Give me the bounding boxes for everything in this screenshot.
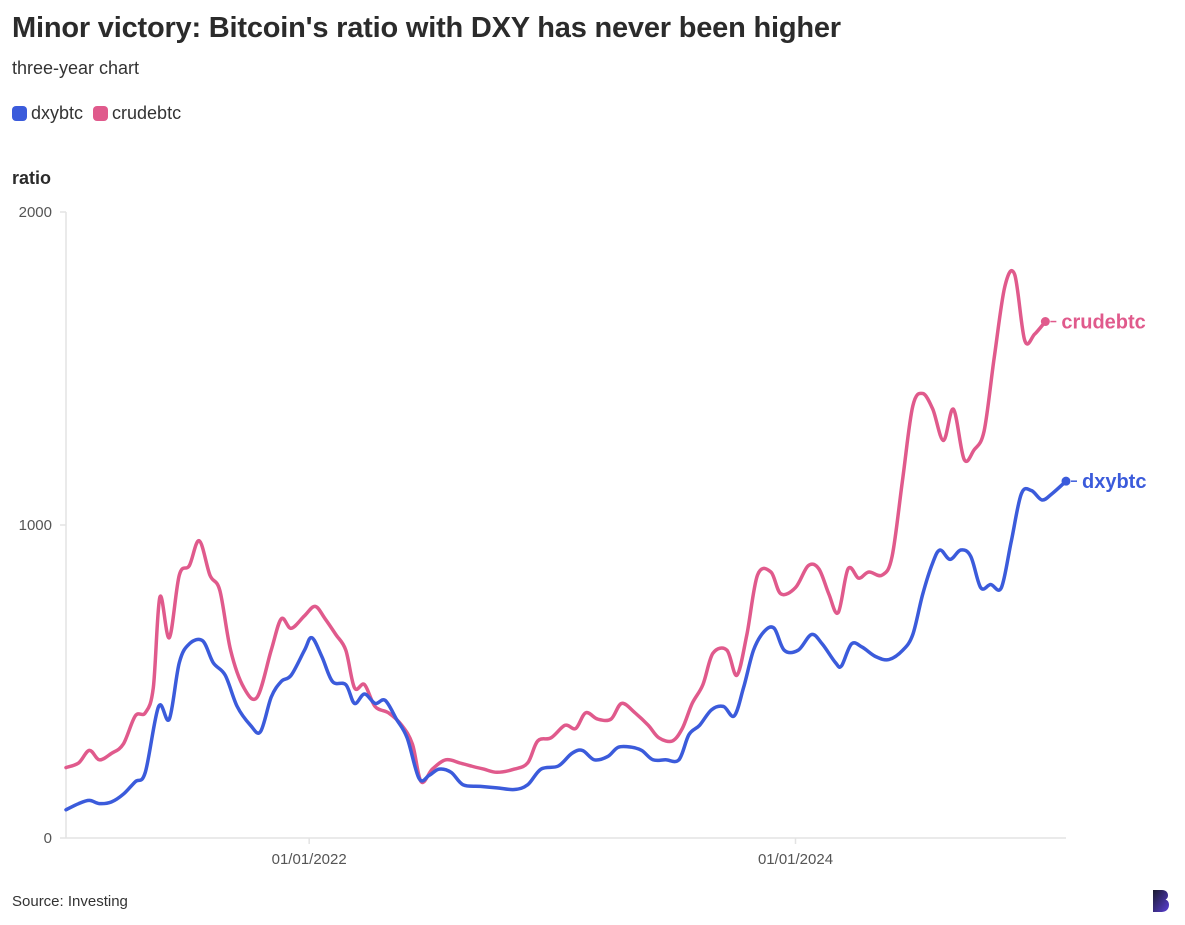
legend-swatch-crudebtc <box>93 106 109 121</box>
x-tick-label: 01/01/2022 <box>272 851 347 868</box>
series-end-label-dxybtc: dxybtc <box>1082 471 1146 493</box>
chart-title: Minor victory: Bitcoin's ratio with DXY … <box>12 12 841 44</box>
series-end-dot-crudebtc <box>1040 317 1050 327</box>
line-chart: 0 1000 2000 01/01/2022 01/01/2024 crudebtc dxy… <box>19 204 1147 868</box>
legend-item-dxybtc[interactable]: dxybtc <box>12 103 83 124</box>
series-end-dot-dxybtc <box>1061 476 1071 486</box>
series-line-dxybtc <box>64 479 1068 812</box>
y-tick-label: 2000 <box>19 204 52 221</box>
publisher-logo-icon <box>1153 890 1169 912</box>
x-tick-label: 01/01/2024 <box>758 851 833 868</box>
legend-item-crudebtc[interactable]: crudebtc <box>93 103 181 124</box>
chart-legend: dxybtc crudebtc <box>12 103 181 124</box>
y-axis-label: ratio <box>12 168 52 188</box>
series-end-label-crudebtc: crudebtc <box>1061 312 1145 334</box>
series-line-crudebtc <box>64 269 1048 785</box>
chart-subtitle: three-year chart <box>12 58 140 78</box>
legend-swatch-dxybtc <box>12 106 27 121</box>
legend-label-dxybtc: dxybtc <box>31 103 84 123</box>
y-tick-label: 0 <box>44 830 52 847</box>
y-tick-label: 1000 <box>19 517 52 534</box>
source-note: Source: Investing <box>12 893 128 910</box>
legend-label-crudebtc: crudebtc <box>112 103 182 123</box>
